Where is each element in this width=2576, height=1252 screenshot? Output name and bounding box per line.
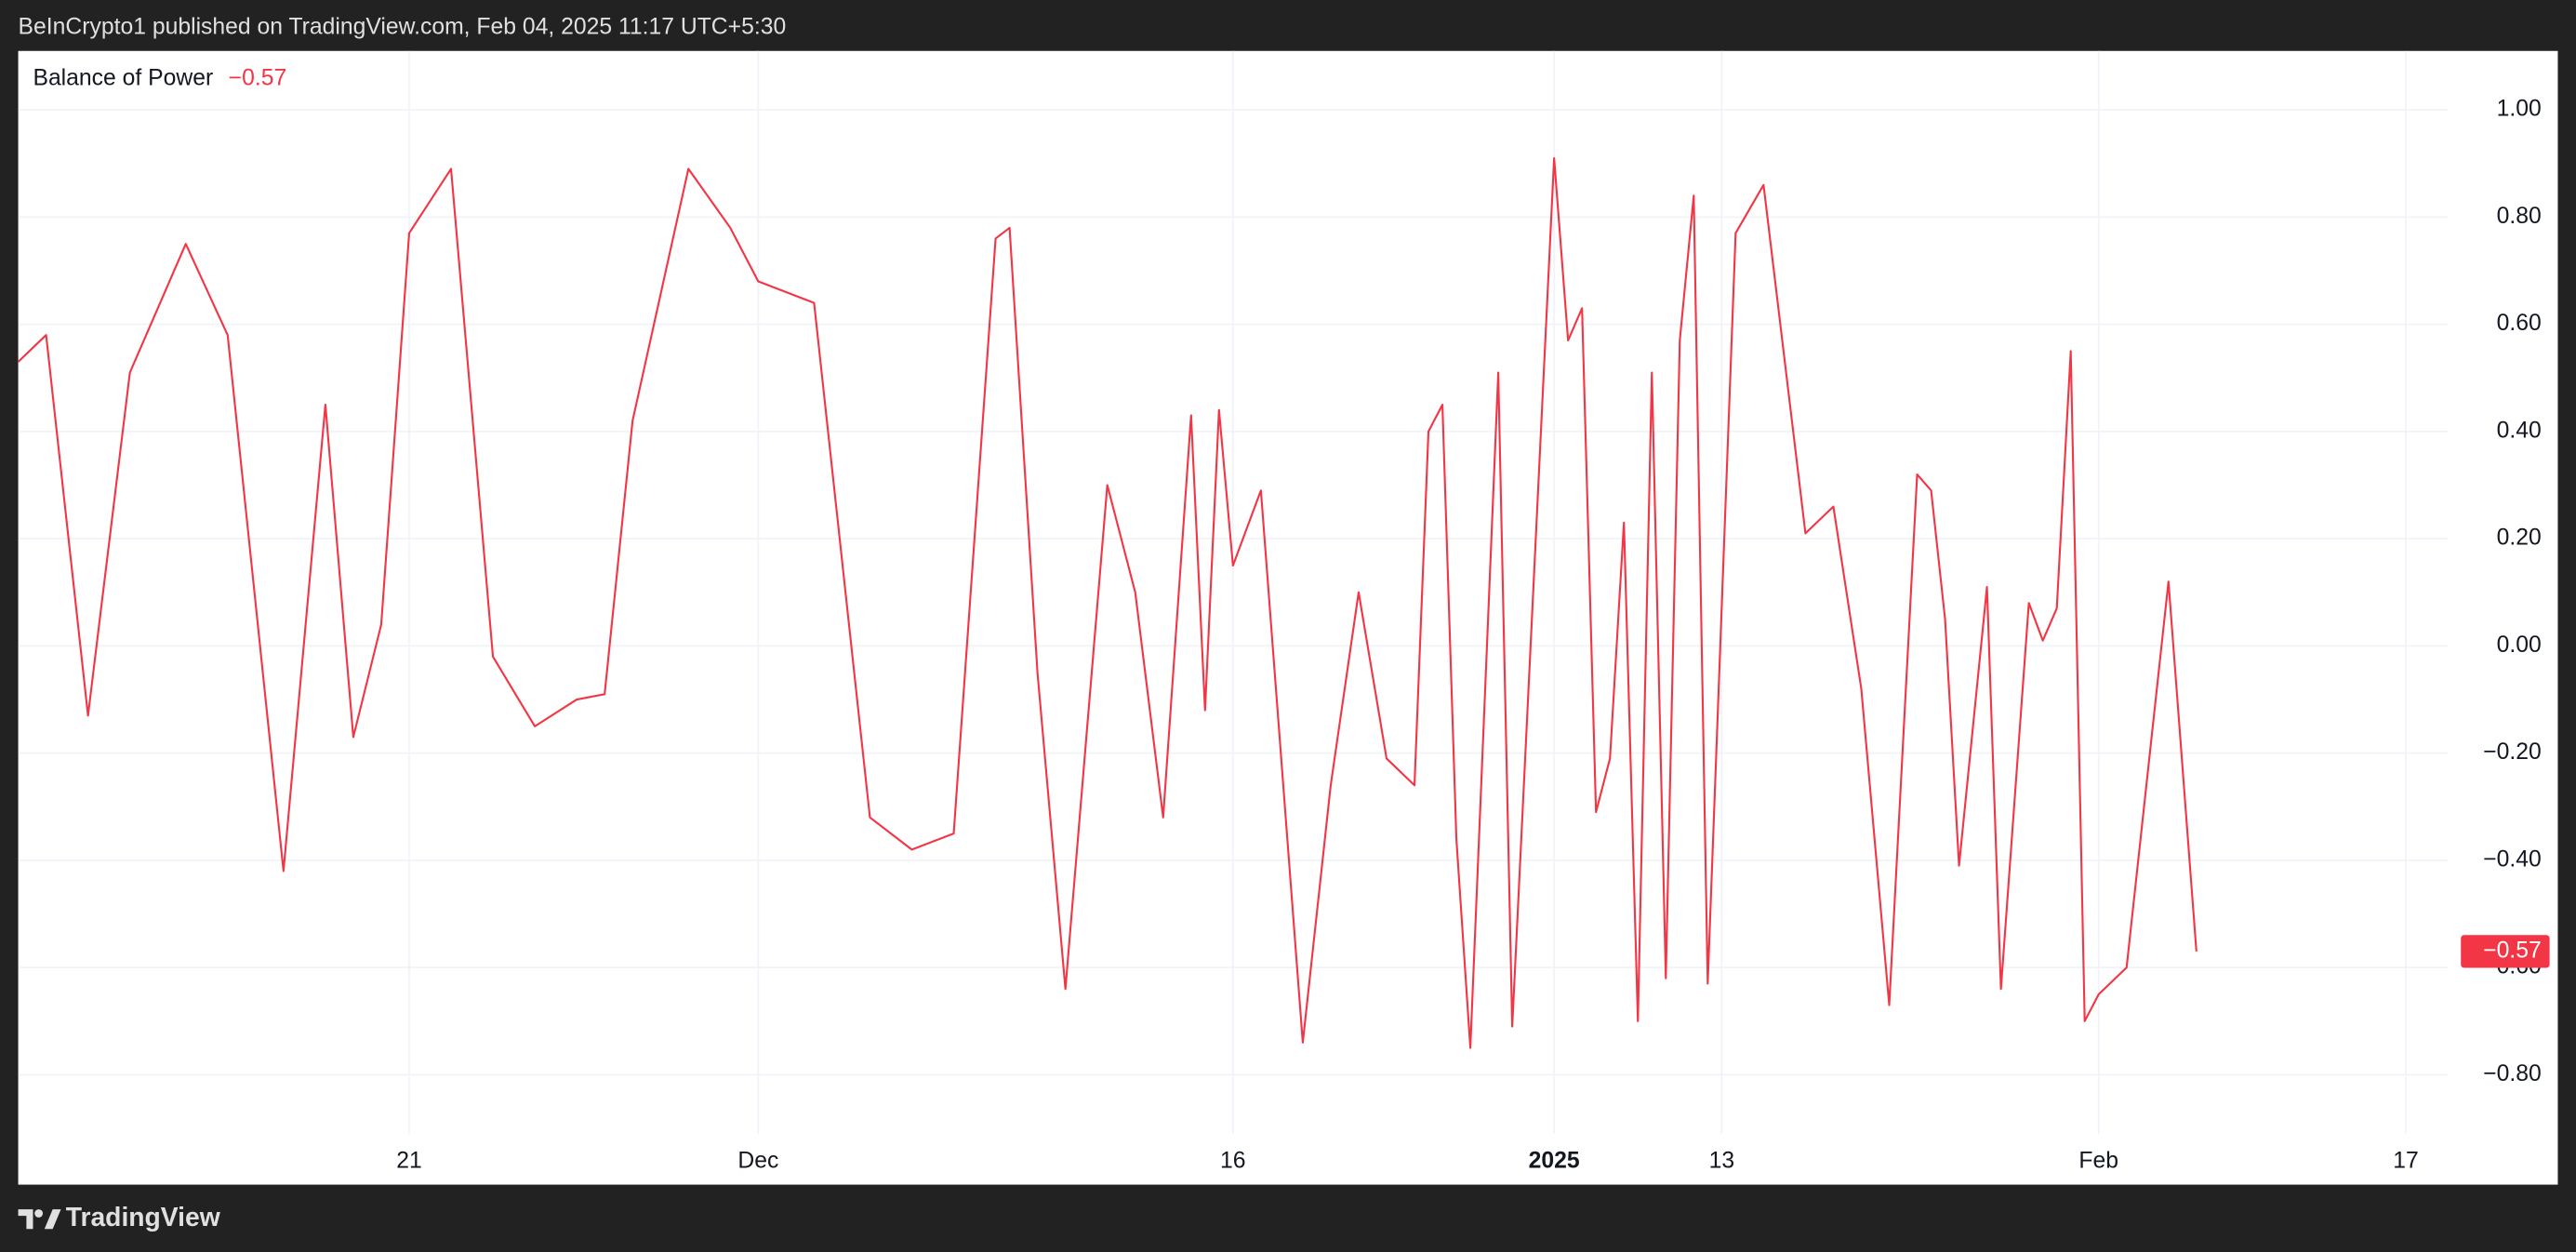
y-tick-label: −0.80 xyxy=(2483,1061,2542,1086)
y-tick-label: −0.20 xyxy=(2483,739,2542,765)
y-tick-label: 0.80 xyxy=(2497,204,2542,229)
last-value-badge xyxy=(2461,935,2550,968)
chart-pane xyxy=(18,50,2558,1185)
y-tick-label: 0.40 xyxy=(2497,418,2542,443)
y-tick-label: 0.60 xyxy=(2497,311,2542,336)
y-tick-label: 0.00 xyxy=(2497,633,2542,658)
logo-mark xyxy=(44,1209,61,1230)
logo-dot xyxy=(34,1209,44,1218)
legend-name: Balance of Power xyxy=(33,65,213,90)
y-tick-label: −0.40 xyxy=(2483,846,2542,872)
logo-mark xyxy=(18,1209,33,1230)
y-tick-label: 1.00 xyxy=(2497,97,2542,122)
header: BeInCrypto1 published on TradingView.com… xyxy=(19,15,787,40)
legend-bg xyxy=(22,59,299,99)
last-value-label: −0.57 xyxy=(2483,938,2542,963)
x-tick-label: 17 xyxy=(2393,1148,2419,1173)
x-tick-label: Feb xyxy=(2078,1148,2118,1173)
plot xyxy=(17,156,2198,1049)
legend-value: −0.57 xyxy=(229,65,287,90)
x-tick-label: 16 xyxy=(1220,1148,1246,1173)
footer-brand: TradingView xyxy=(66,1202,221,1232)
footer-logo xyxy=(18,1209,61,1230)
x-tick-label: 2025 xyxy=(1529,1148,1580,1173)
x-tick-label: 13 xyxy=(1709,1148,1735,1173)
x-tick-label: 21 xyxy=(396,1148,422,1173)
y-tick-label: 0.20 xyxy=(2497,526,2542,551)
x-tick-label: Dec xyxy=(737,1148,778,1173)
series-line xyxy=(17,156,2198,1049)
